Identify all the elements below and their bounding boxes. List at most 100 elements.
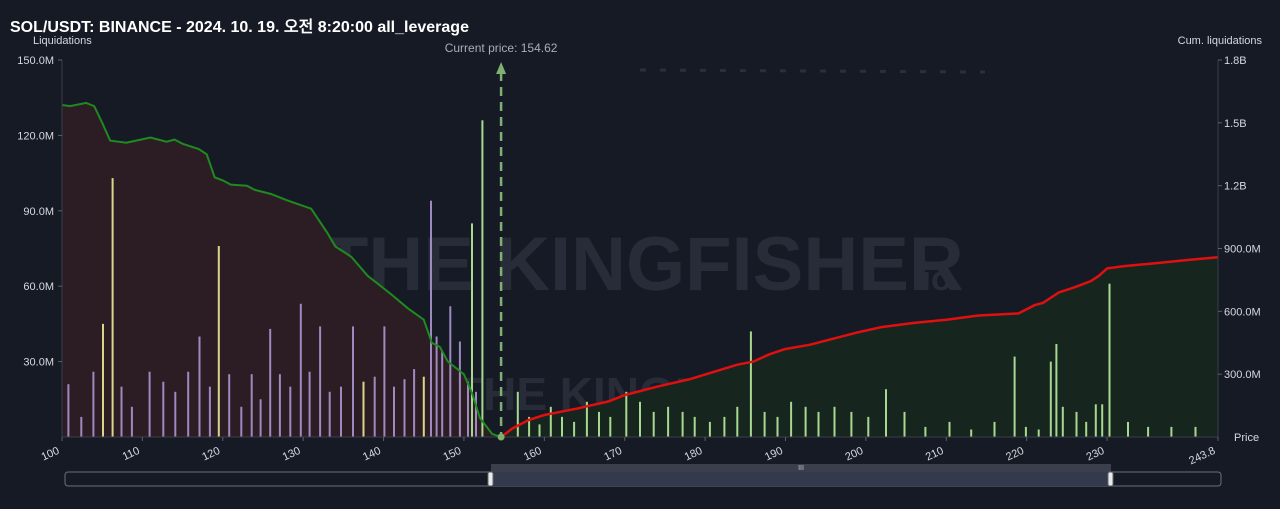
liq-bar-above	[198, 336, 201, 437]
liq-bar-below	[1194, 426, 1197, 437]
y-left-tick-label: 120.0M	[17, 130, 54, 142]
liq-bar-below	[970, 429, 973, 437]
range-navigator[interactable]: III	[64, 464, 1222, 487]
y-right-tick-label: 1.8B	[1224, 55, 1247, 67]
watermark-text-large: THE KINGFISHER	[322, 222, 964, 307]
liq-bar-below	[1170, 426, 1173, 437]
y-left-tick-label: 30.0M	[23, 357, 54, 369]
x-axis-title: Price	[1234, 432, 1259, 444]
liq-bar-above	[259, 399, 262, 437]
liq-bar-above	[383, 326, 386, 437]
navigator-left-handle[interactable]	[487, 471, 494, 487]
liq-bar-above	[328, 391, 331, 437]
liq-bar-above	[475, 391, 477, 437]
liq-bar-below	[609, 416, 612, 437]
liquidation-bars	[67, 120, 1197, 438]
liq-bar-above	[278, 374, 281, 437]
liq-bar-below	[625, 391, 628, 437]
liq-bar-above	[92, 371, 95, 437]
liq-bar-above	[422, 376, 425, 437]
liq-bar-above	[269, 328, 272, 437]
liq-bar-above	[393, 386, 395, 437]
liq-bar-below	[1013, 356, 1016, 437]
cum-long-area	[501, 257, 1219, 437]
navigator-selected-range[interactable]	[491, 472, 1111, 486]
liq-bar-below	[561, 416, 563, 437]
liq-bar-below	[1094, 404, 1097, 437]
liq-bar-above	[111, 178, 114, 437]
liq-bar-below	[471, 223, 473, 437]
liq-bar-above	[80, 416, 83, 437]
liq-bar-above	[299, 303, 302, 437]
liq-bar-above	[340, 386, 342, 437]
current-price-label: Current price: 154.62	[445, 41, 558, 55]
liq-bar-below	[776, 416, 779, 437]
liq-bar-below	[1024, 426, 1027, 437]
liq-bar-above	[130, 406, 133, 437]
liq-bar-above	[430, 200, 432, 437]
liq-bar-below	[804, 406, 807, 437]
y-right-tick-label: 300.0M	[1224, 369, 1261, 381]
liq-bar-below	[763, 411, 766, 437]
liq-bar-below	[598, 411, 600, 437]
liq-bar-above	[162, 381, 165, 437]
liq-bar-above	[240, 406, 243, 437]
liq-bar-above	[362, 381, 365, 437]
liq-bar-below	[652, 411, 655, 437]
liq-bar-below	[667, 406, 670, 437]
watermark-large: THE KINGFISHER .io	[322, 222, 964, 307]
cumulative-lines	[61, 101, 1219, 438]
liq-bar-below	[516, 391, 519, 437]
liq-bar-below	[585, 401, 588, 437]
navigator-right-handle[interactable]	[1107, 471, 1114, 487]
liq-bar-below	[1037, 429, 1040, 437]
current-price-arrow-icon	[496, 62, 507, 74]
liq-bar-above	[403, 379, 406, 437]
liq-bar-below	[549, 406, 552, 437]
liq-bar-above	[148, 371, 151, 437]
cumulative-fills	[62, 102, 1219, 438]
liq-bar-below	[1127, 421, 1129, 437]
liq-bar-below	[1085, 421, 1088, 437]
liq-bar-above	[413, 369, 416, 437]
y-left-tick-label: 150.0M	[17, 55, 54, 67]
liq-bar-above	[217, 246, 220, 437]
liq-bar-above	[441, 351, 444, 437]
liq-bar-below	[948, 421, 951, 437]
y-right-tick-label: 1.5B	[1224, 118, 1247, 130]
liq-bar-below	[538, 424, 541, 437]
y-left-tick-label: 90.0M	[23, 206, 54, 218]
liq-bar-below	[1061, 406, 1064, 437]
y-right-tick-label: 1.2B	[1224, 181, 1247, 193]
left-axis-ticks: 30.0M 60.0M 90.0M 120.0M 150.0M	[17, 55, 62, 369]
liq-bar-below	[1108, 283, 1111, 437]
right-axis-title: Cum. liquidations	[1178, 35, 1263, 47]
liq-bar-below	[749, 331, 752, 437]
watermark-suffix-large: .io	[912, 260, 952, 298]
y-right-tick-label: 600.0M	[1224, 306, 1261, 318]
liq-bar-above	[435, 336, 438, 437]
liq-bar-below	[924, 426, 927, 437]
left-axis-title: Liquidations	[33, 35, 92, 47]
liq-bar-below	[790, 401, 793, 437]
liq-bar-below	[1147, 426, 1150, 437]
liq-bar-above	[467, 381, 469, 437]
liq-bar-below	[573, 421, 576, 437]
right-axis-ticks: 300.0M 600.0M 900.0M 1.2B 1.5B 1.8B	[1218, 55, 1261, 381]
liq-bar-below	[481, 120, 484, 438]
liq-bar-below	[1101, 404, 1104, 437]
liq-bar-below	[1055, 344, 1058, 437]
y-left-tick-label: 60.0M	[23, 281, 54, 293]
current-price-dot	[497, 433, 505, 441]
navigator-scrollbar[interactable]	[491, 464, 1111, 472]
liq-bar-below	[736, 406, 739, 437]
liq-bar-above	[187, 371, 190, 437]
liq-bar-above	[208, 386, 211, 437]
liq-bar-below	[681, 411, 684, 437]
liq-bar-below	[1049, 361, 1052, 437]
liq-bar-below	[723, 416, 726, 437]
current-price-marker: Current price: 154.62	[445, 41, 558, 441]
liq-bar-below	[993, 421, 996, 437]
liq-bar-above	[352, 326, 354, 437]
